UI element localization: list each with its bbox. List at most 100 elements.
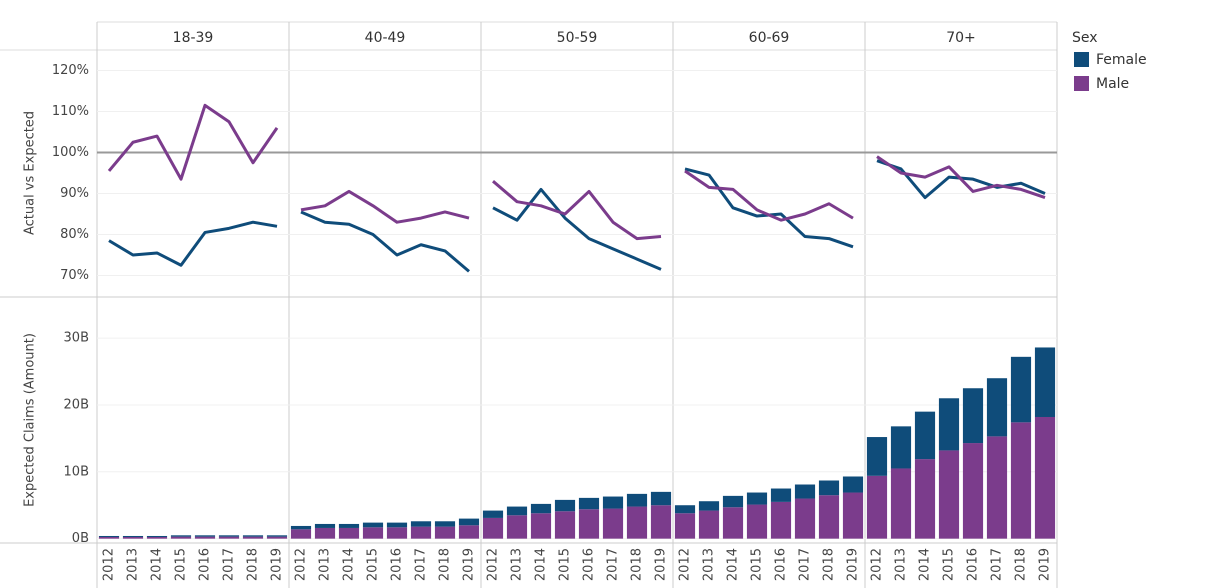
x-tick-label: 2019 (846, 548, 861, 581)
bar-segment (914, 411, 936, 460)
bar-segment (1010, 356, 1032, 423)
bar-segment (266, 536, 288, 539)
bar-segment (338, 527, 360, 539)
bar-segment (626, 506, 648, 539)
bar-segment (914, 459, 936, 539)
legend-swatch (1074, 76, 1089, 91)
bar-segment (122, 536, 144, 539)
x-tick-label: 2019 (462, 548, 477, 581)
bar-segment (122, 535, 144, 537)
line-series (492, 180, 662, 241)
bar-segment (290, 525, 312, 530)
bar-segment (314, 523, 336, 528)
bar-segment (482, 510, 504, 518)
bar-segment (602, 496, 624, 509)
bar-segment (722, 507, 744, 539)
legend-label: Male (1096, 76, 1129, 92)
facet-label: 40-49 (365, 30, 406, 46)
bar-segment (242, 536, 264, 539)
x-tick-label: 2012 (102, 548, 117, 581)
x-tick-label: 2014 (726, 548, 741, 581)
line-series (300, 189, 470, 224)
x-tick-label: 2017 (606, 548, 621, 581)
bar-segment (818, 480, 840, 496)
x-tick-label: 2012 (870, 548, 885, 581)
bar-segment (938, 450, 960, 539)
y-tick-label: 0B (72, 531, 89, 546)
bar-segment (218, 535, 240, 537)
x-tick-label: 2017 (798, 548, 813, 581)
x-tick-label: 2015 (558, 548, 573, 581)
bar-segment (842, 492, 864, 539)
x-tick-label: 2016 (966, 548, 981, 581)
bar-segment (1034, 416, 1056, 539)
bar-segment (770, 488, 792, 502)
y-tick-label: 100% (52, 145, 89, 160)
bar-segment (938, 398, 960, 451)
bar-segment (986, 378, 1008, 437)
bar-segment (98, 535, 120, 537)
bar-segment (410, 526, 432, 539)
bar-segment (818, 495, 840, 539)
bar-segment (650, 505, 672, 539)
x-tick-label: 2012 (294, 548, 309, 581)
x-tick-label: 2018 (1014, 548, 1029, 581)
x-tick-label: 2016 (390, 548, 405, 581)
bar-segment (530, 503, 552, 514)
bar-segment (890, 426, 912, 469)
bar-segment (290, 529, 312, 539)
bar-segment (650, 491, 672, 506)
bar-segment (890, 468, 912, 539)
bar-segment (434, 521, 456, 527)
bar-segment (746, 504, 768, 539)
x-tick-label: 2016 (774, 548, 789, 581)
bar-segment (458, 525, 480, 539)
x-tick-label: 2018 (246, 548, 261, 581)
x-tick-label: 2016 (582, 548, 597, 581)
facet-label: 50-59 (557, 30, 598, 46)
bar-segment (98, 536, 120, 539)
x-tick-label: 2014 (534, 548, 549, 581)
bar-segment (434, 526, 456, 539)
bar-segment (410, 521, 432, 527)
bar-segment (146, 535, 168, 537)
bar-segment (866, 437, 888, 476)
bar-segment (698, 510, 720, 539)
y-tick-label: 10B (64, 464, 89, 479)
bar-segment (482, 517, 504, 539)
bar-segment (386, 527, 408, 539)
x-tick-label: 2017 (990, 548, 1005, 581)
line-series (108, 220, 278, 267)
bar-segment (554, 511, 576, 539)
line-series (876, 155, 1046, 200)
bar-segment (602, 508, 624, 539)
bar-segment (266, 535, 288, 537)
facet-label: 60-69 (749, 30, 790, 46)
x-tick-label: 2019 (270, 548, 285, 581)
bar-segment (554, 499, 576, 512)
x-tick-label: 2012 (678, 548, 693, 581)
bar-segment (338, 523, 360, 528)
legend-label: Female (1096, 52, 1147, 68)
bar-segment (506, 506, 528, 516)
bar-segment (746, 492, 768, 505)
x-tick-label: 2018 (822, 548, 837, 581)
line-series (107, 103, 279, 181)
line-series (300, 210, 470, 273)
bar-segment (530, 513, 552, 539)
x-tick-label: 2017 (414, 548, 429, 581)
y-tick-label: 120% (52, 63, 89, 78)
bar-segment (242, 535, 264, 537)
y-tick-label: 70% (60, 268, 89, 283)
bar-segment (218, 536, 240, 539)
bar-segment (794, 484, 816, 499)
x-tick-label: 2015 (366, 548, 381, 581)
y-tick-label: 90% (60, 186, 89, 201)
x-tick-label: 2013 (126, 548, 141, 581)
bar-segment (842, 476, 864, 493)
x-tick-label: 2015 (942, 548, 957, 581)
y-axis-label: Expected Claims (Amount) (23, 333, 38, 507)
x-tick-label: 2012 (486, 548, 501, 581)
facet-label: 18-39 (173, 30, 214, 46)
